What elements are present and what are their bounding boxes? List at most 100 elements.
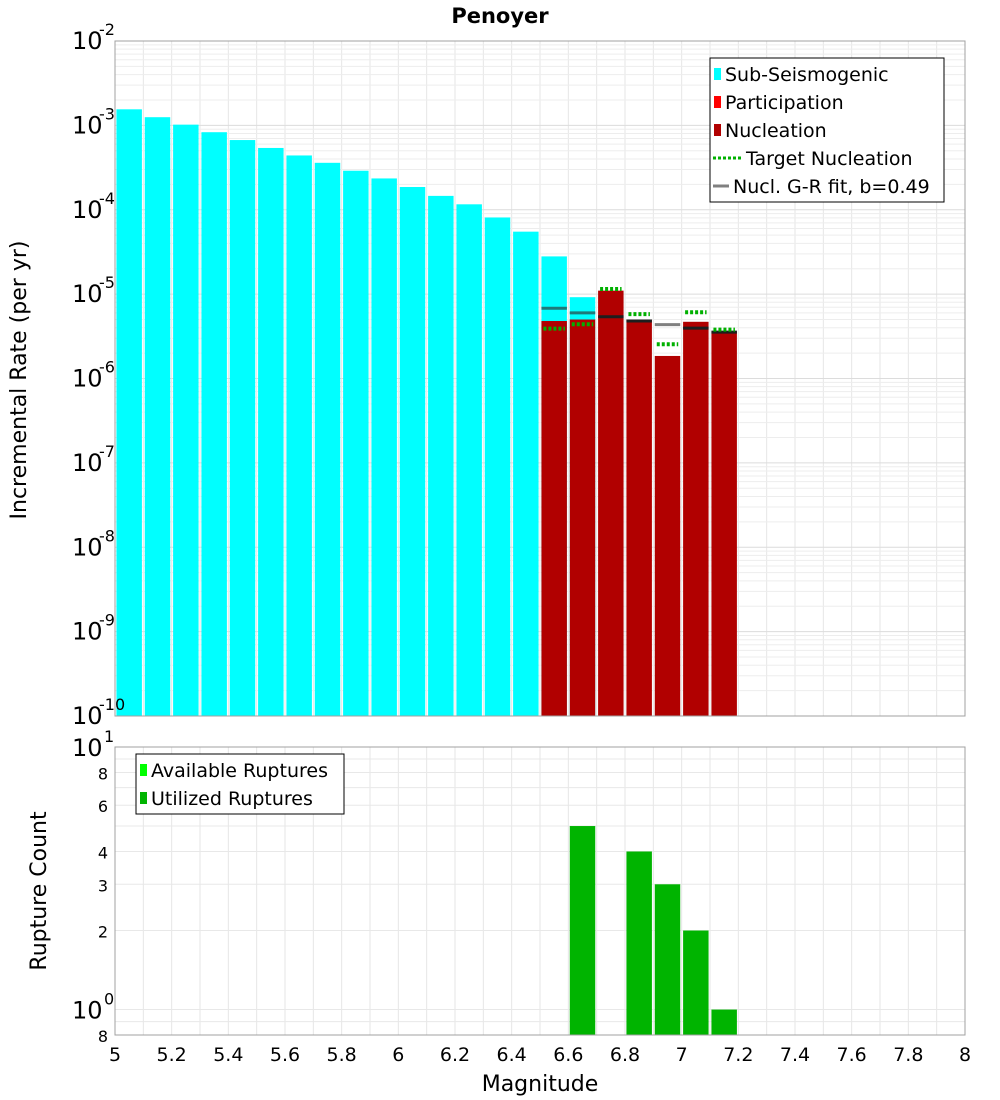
x-tick-label: 6.2 bbox=[440, 1044, 470, 1066]
sub-seismogenic-bar bbox=[258, 147, 284, 716]
tick-base: 10 bbox=[72, 997, 103, 1025]
x-tick-label: 7.6 bbox=[837, 1044, 867, 1066]
legend-swatch-available-ruptures bbox=[140, 764, 147, 776]
x-tick-label: 6 bbox=[392, 1044, 404, 1066]
top-y-tick-label: 10-9 bbox=[72, 611, 115, 646]
legend-label-utilized-ruptures: Utilized Ruptures bbox=[151, 788, 313, 810]
x-tick-label: 7.2 bbox=[723, 1044, 753, 1066]
utilized-ruptures-bar bbox=[626, 851, 652, 1035]
bottom-y-tick-label: 8 bbox=[98, 1027, 108, 1046]
sub-seismogenic-bar bbox=[456, 204, 482, 717]
legend-label-sub-seismogenic: Sub-Seismogenic bbox=[725, 64, 889, 86]
nucleation-bar bbox=[569, 319, 596, 716]
tick-exponent: -4 bbox=[99, 189, 115, 208]
nucleation-bar bbox=[626, 319, 652, 716]
tick-exponent: -3 bbox=[99, 104, 115, 123]
tick-base: 10 bbox=[72, 734, 103, 762]
top-fit-lines bbox=[541, 287, 737, 347]
sub-seismogenic-bar bbox=[399, 187, 426, 717]
tick-exponent: -7 bbox=[99, 442, 115, 461]
top-y-tick-label: 10-2 bbox=[72, 20, 115, 55]
legend-label-target-nucleation: Target Nucleation bbox=[745, 148, 913, 170]
bottom-y-axis-label: Rupture Count bbox=[27, 811, 52, 971]
tick-base: 10 bbox=[72, 365, 103, 393]
top-y-tick-label: 10-3 bbox=[72, 104, 115, 139]
sub-seismogenic-bar bbox=[484, 217, 511, 717]
nucleation-bar bbox=[683, 321, 709, 716]
top-legend-box bbox=[709, 57, 945, 203]
x-axis-label: Magnitude bbox=[482, 1072, 599, 1097]
top-y-tick-label: 10-7 bbox=[72, 442, 115, 477]
x-tick-label: 5.2 bbox=[157, 1044, 187, 1066]
bottom-y-tick-label: 6 bbox=[98, 797, 108, 816]
bottom-plot-frame bbox=[114, 746, 966, 1036]
legend-swatch-sub-seismogenic bbox=[714, 68, 721, 80]
utilized-ruptures-bar bbox=[683, 930, 709, 1035]
sub-seismogenic-bar bbox=[314, 162, 341, 716]
x-tick-label: 5.8 bbox=[327, 1044, 357, 1066]
x-tick-label: 5.6 bbox=[270, 1044, 300, 1066]
tick-exponent: -6 bbox=[99, 358, 115, 377]
tick-base: 10 bbox=[72, 27, 103, 55]
sub-seismogenic-bar bbox=[116, 109, 142, 716]
tick-base: 10 bbox=[72, 196, 103, 224]
tick-base: 10 bbox=[72, 702, 103, 730]
x-tick-label: 8 bbox=[959, 1044, 971, 1066]
x-tick-label: 5.4 bbox=[213, 1044, 243, 1066]
sub-seismogenic-bar bbox=[201, 132, 227, 717]
bottom-bars bbox=[569, 826, 737, 1035]
legend-label-nucl-g-r-fit-b-0-49: Nucl. G-R fit, b=0.49 bbox=[733, 176, 930, 198]
bottom-y-tick-label: 4 bbox=[98, 843, 108, 862]
bottom-legend-box bbox=[135, 753, 345, 815]
legend-label-nucleation: Nucleation bbox=[725, 120, 827, 142]
x-tick-label: 7 bbox=[676, 1044, 688, 1066]
chart-title: Penoyer bbox=[451, 4, 549, 28]
legend-item-target-nucleation: Target Nucleation bbox=[713, 148, 913, 170]
nucleation-bar bbox=[541, 321, 567, 716]
top-y-tick-label: 10-6 bbox=[72, 358, 115, 393]
top-grid bbox=[114, 41, 966, 717]
tick-exponent: -2 bbox=[99, 20, 115, 39]
sub-seismogenic-bar bbox=[173, 124, 199, 717]
x-tick-label: 6.6 bbox=[553, 1044, 583, 1066]
top-plot-frame bbox=[114, 40, 966, 717]
sub-seismogenic-bar bbox=[343, 170, 369, 716]
tick-base: 10 bbox=[72, 280, 103, 308]
tick-exponent: -8 bbox=[99, 526, 115, 545]
legend-label-participation: Participation bbox=[725, 92, 844, 114]
legend-item-nucl-g-r-fit-b-0-49: Nucl. G-R fit, b=0.49 bbox=[713, 176, 930, 198]
x-tick-label: 6.4 bbox=[497, 1044, 527, 1066]
x-tick-label: 7.8 bbox=[893, 1044, 923, 1066]
legend-item-nucleation: Nucleation bbox=[714, 120, 827, 142]
tick-base: 10 bbox=[72, 111, 103, 139]
nucleation-bar bbox=[598, 290, 624, 716]
legend-label-available-ruptures: Available Ruptures bbox=[151, 760, 328, 782]
top-legend: Sub-Seismogenic Participation Nucleation Ta… bbox=[709, 57, 945, 203]
top-y-tick-label: 10-10 bbox=[72, 695, 125, 730]
top-bars bbox=[116, 109, 737, 717]
utilized-ruptures-bar bbox=[654, 884, 681, 1035]
legend-item-sub-seismogenic: Sub-Seismogenic bbox=[714, 64, 889, 86]
tick-exponent: 1 bbox=[104, 727, 114, 746]
sub-seismogenic-bar bbox=[144, 117, 171, 716]
legend-item-participation: Participation bbox=[714, 92, 844, 114]
top-y-tick-label: 10-4 bbox=[72, 189, 115, 224]
utilized-ruptures-bar bbox=[569, 826, 596, 1035]
legend-swatch-nucleation bbox=[714, 124, 721, 136]
utilized-ruptures-bar bbox=[711, 1009, 737, 1035]
sub-seismogenic-bar bbox=[229, 140, 256, 717]
bottom-y-tick-label: 2 bbox=[98, 923, 108, 942]
x-tick-label: 7.4 bbox=[780, 1044, 810, 1066]
bottom-y-decade-label: 10 0 bbox=[72, 990, 114, 1025]
bottom-legend: Available Ruptures Utilized Ruptures bbox=[135, 753, 345, 815]
nucleation-bar bbox=[711, 331, 737, 716]
bottom-y-decade-label: 10 1 bbox=[72, 727, 114, 762]
tick-exponent: 0 bbox=[104, 990, 114, 1009]
sub-seismogenic-bar bbox=[513, 231, 539, 716]
tick-exponent: -5 bbox=[99, 273, 115, 292]
bottom-y-tick-label: 3 bbox=[98, 876, 108, 895]
